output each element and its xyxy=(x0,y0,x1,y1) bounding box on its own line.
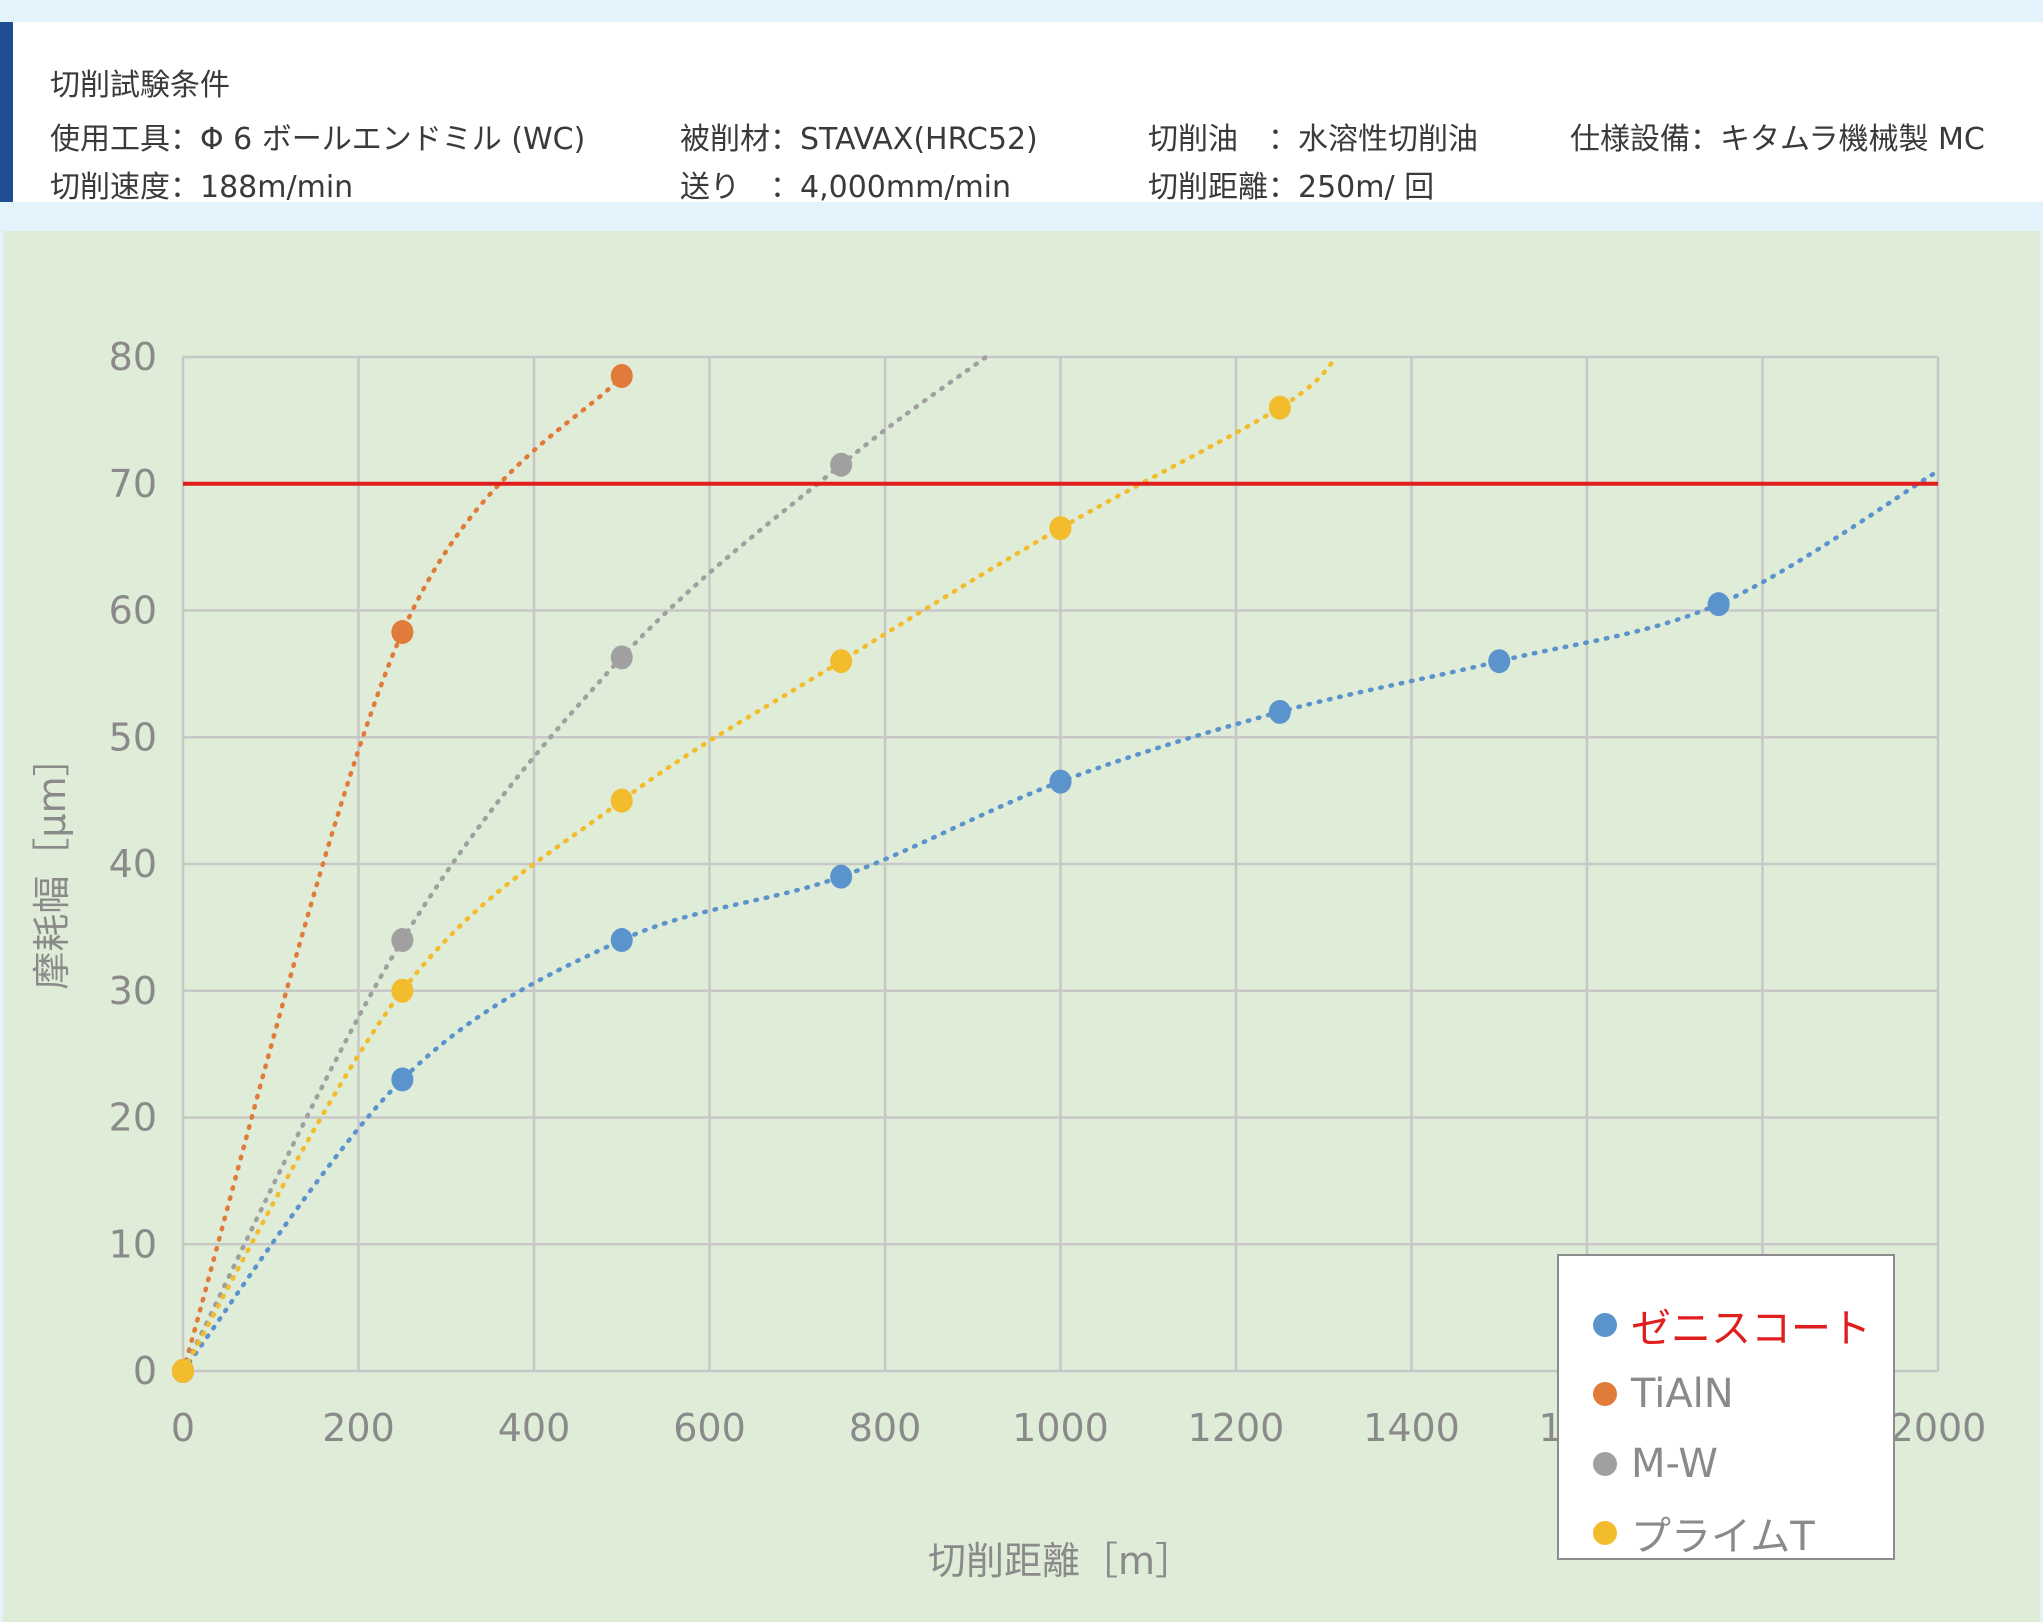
x-tick-label: 2000 xyxy=(1890,1406,1987,1450)
data-point-prime xyxy=(1049,516,1072,541)
data-point-prime xyxy=(830,649,853,674)
y-tick-label: 50 xyxy=(109,715,157,759)
x-tick-label: 0 xyxy=(171,1406,195,1450)
x-tick-label: 600 xyxy=(673,1406,746,1450)
accent-bar xyxy=(0,22,13,202)
data-point-zenis xyxy=(1707,592,1730,617)
condition-feed: 送り ：4,000mm/min xyxy=(680,170,1012,205)
data-point-mw xyxy=(830,452,853,477)
test-conditions-panel: 切削試験条件 使用工具：Φ 6 ボールエンドミル (WC) 被削材：STAVAX… xyxy=(0,22,2043,205)
legend-marker-tialn xyxy=(1593,1382,1617,1406)
condition-machine: 仕様設備：キタムラ機械製 MC xyxy=(1570,122,1985,157)
legend-marker-prime xyxy=(1593,1521,1617,1545)
data-point-prime xyxy=(610,788,633,813)
x-tick-label: 200 xyxy=(322,1406,395,1450)
data-point-zenis xyxy=(1488,649,1511,674)
trendline-prime xyxy=(180,354,1340,1374)
legend-item-mw: M-W xyxy=(1593,1439,1718,1489)
y-tick-label: 80 xyxy=(109,335,157,379)
data-point-mw xyxy=(610,645,633,670)
condition-speed: 切削速度：188m/min xyxy=(50,170,354,205)
data-point-tialn xyxy=(610,364,633,389)
x-tick-label: 1200 xyxy=(1188,1406,1285,1450)
y-tick-label: 30 xyxy=(109,969,157,1013)
legend-marker-zenis xyxy=(1593,1313,1617,1337)
y-tick-label: 60 xyxy=(109,589,157,633)
chart-legend: ゼニスコート TiAlN M-W プライムT xyxy=(1557,1254,1895,1560)
data-point-prime xyxy=(172,1359,194,1383)
legend-label-prime: プライムT xyxy=(1631,1514,1815,1560)
data-point-zenis xyxy=(1268,699,1291,724)
condition-distance: 切削距離：250m/ 回 xyxy=(1148,170,1435,205)
legend-item-zenis: ゼニスコート xyxy=(1593,1300,1871,1352)
x-tick-label: 1000 xyxy=(1012,1406,1109,1450)
x-axis-title: 切削距離［m］ xyxy=(928,1539,1193,1583)
y-tick-label: 70 xyxy=(109,462,157,506)
trendline-zenis xyxy=(180,468,1941,1374)
conditions-title: 切削試験条件 xyxy=(50,68,230,103)
legend-label-zenis: ゼニスコート xyxy=(1631,1306,1871,1352)
y-tick-label: 40 xyxy=(109,842,157,886)
chart-panel: 0200400600800100012001400160018002000010… xyxy=(3,231,2040,1622)
legend-item-prime: プライムT xyxy=(1593,1508,1815,1560)
data-point-zenis xyxy=(830,864,853,889)
x-tick-label: 1400 xyxy=(1363,1406,1460,1450)
y-axis-title: 摩耗幅［μm］ xyxy=(30,738,74,989)
y-tick-label: 10 xyxy=(109,1222,157,1266)
legend-label-tialn: TiAlN xyxy=(1631,1371,1734,1417)
trendline-tialn xyxy=(180,373,624,1374)
data-point-prime xyxy=(1268,395,1291,420)
x-tick-label: 800 xyxy=(849,1406,922,1450)
legend-item-tialn: TiAlN xyxy=(1593,1369,1734,1419)
data-point-mw xyxy=(391,928,414,953)
legend-label-mw: M-W xyxy=(1631,1441,1718,1487)
data-point-zenis xyxy=(610,928,633,953)
condition-tool: 使用工具：Φ 6 ボールエンドミル (WC) xyxy=(50,122,586,157)
data-point-prime xyxy=(391,978,414,1003)
y-tick-label: 0 xyxy=(133,1349,157,1393)
data-point-zenis xyxy=(1049,769,1072,794)
data-point-tialn xyxy=(391,620,414,645)
condition-workpiece: 被削材：STAVAX(HRC52) xyxy=(680,122,1038,157)
y-tick-label: 20 xyxy=(109,1096,157,1140)
wear-chart: 0200400600800100012001400160018002000010… xyxy=(30,335,1987,1583)
condition-oil: 切削油 ：水溶性切削油 xyxy=(1148,122,1478,157)
legend-marker-mw xyxy=(1593,1452,1617,1476)
x-tick-label: 400 xyxy=(498,1406,571,1450)
trendline-mw xyxy=(180,354,989,1374)
data-point-zenis xyxy=(391,1067,414,1092)
